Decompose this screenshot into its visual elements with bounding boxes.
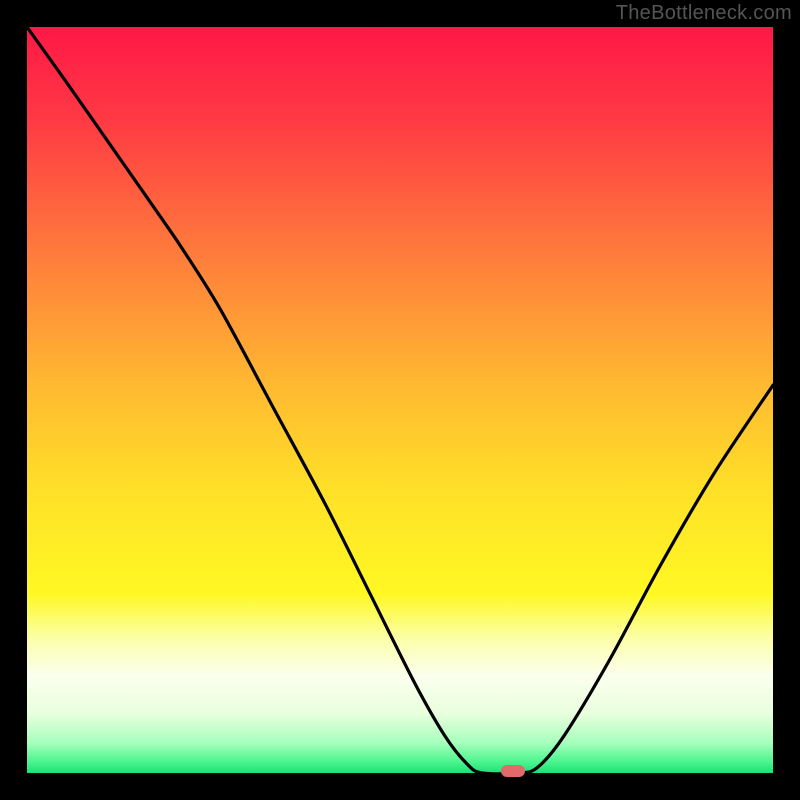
chart-svg <box>27 27 773 773</box>
chart-plot-area <box>27 27 773 773</box>
optimum-marker <box>501 765 525 777</box>
watermark-text: TheBottleneck.com <box>616 2 792 25</box>
gradient-background <box>27 27 773 773</box>
